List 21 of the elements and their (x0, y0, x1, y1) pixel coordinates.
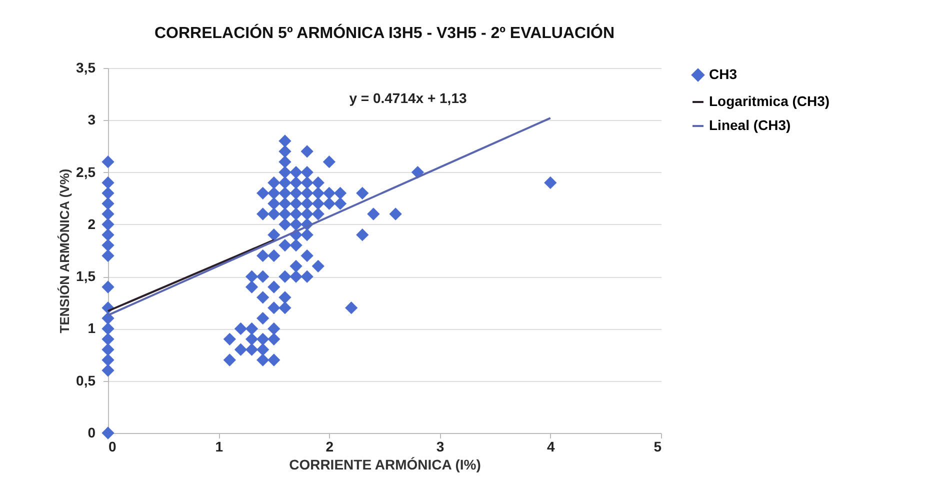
legend-label: Logaritmica (CH3) (709, 93, 830, 109)
x-tick-label: 2 (326, 438, 334, 454)
x-tick-label: 1 (215, 438, 224, 454)
y-tick-label: 2 (88, 216, 96, 232)
y-tick-label: 1 (88, 320, 96, 336)
y-tick-label: 3 (88, 112, 96, 128)
y-tick-label: 0,5 (76, 372, 96, 388)
x-tick-label: 0 (108, 438, 116, 454)
y-tick-label: 2,5 (76, 164, 96, 180)
x-axis-title: CORRIENTE ARMÓNICA (I%) (289, 456, 481, 472)
y-tick-label: 1,5 (76, 268, 96, 284)
y-tick-label: 0 (88, 424, 96, 440)
y-axis-title: TENSIÓN ARMÓNICA (V%) (57, 168, 72, 334)
legend-label: CH3 (709, 66, 738, 82)
legend-label: Lineal (CH3) (709, 117, 791, 133)
chart-title: CORRELACIÓN 5º ARMÓNICA I3H5 - V3H5 - 2º EVALUACIÓN (154, 23, 615, 42)
x-tick-label: 5 (654, 438, 662, 454)
x-tick-label: 3 (436, 438, 444, 454)
annotation: y = 0.4714x + 1,13 (349, 90, 467, 106)
y-tick-label: 3,5 (76, 60, 96, 76)
x-tick-label: 4 (547, 438, 555, 454)
